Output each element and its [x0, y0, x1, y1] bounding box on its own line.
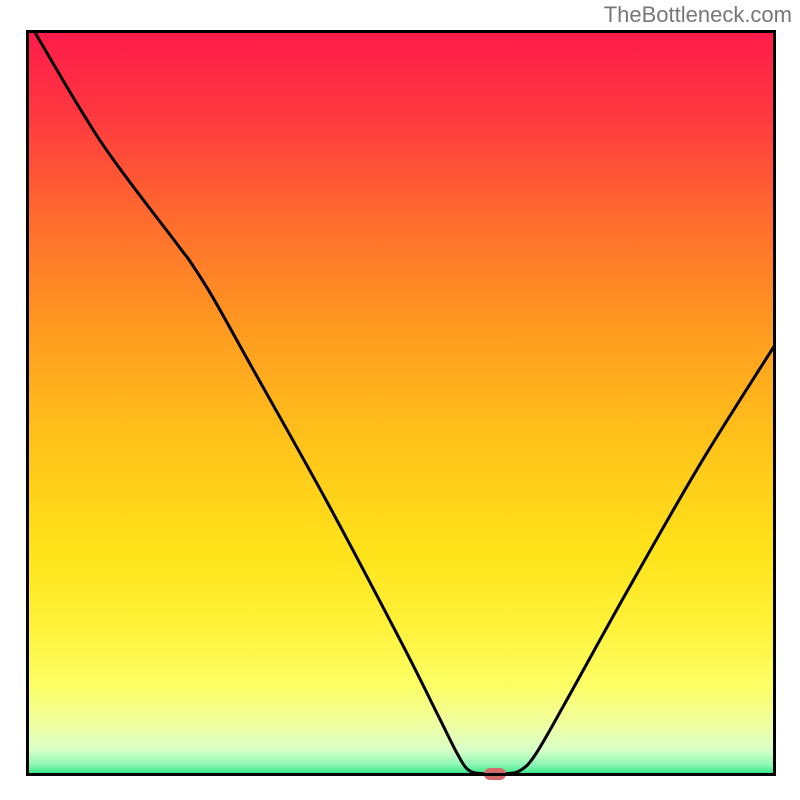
watermark-label: TheBottleneck.com — [604, 2, 792, 28]
curve-path — [34, 30, 777, 774]
bottleneck-curve — [26, 30, 776, 776]
chart-container: TheBottleneck.com — [0, 0, 800, 800]
optimal-marker — [484, 768, 506, 780]
plot-area — [26, 30, 776, 776]
